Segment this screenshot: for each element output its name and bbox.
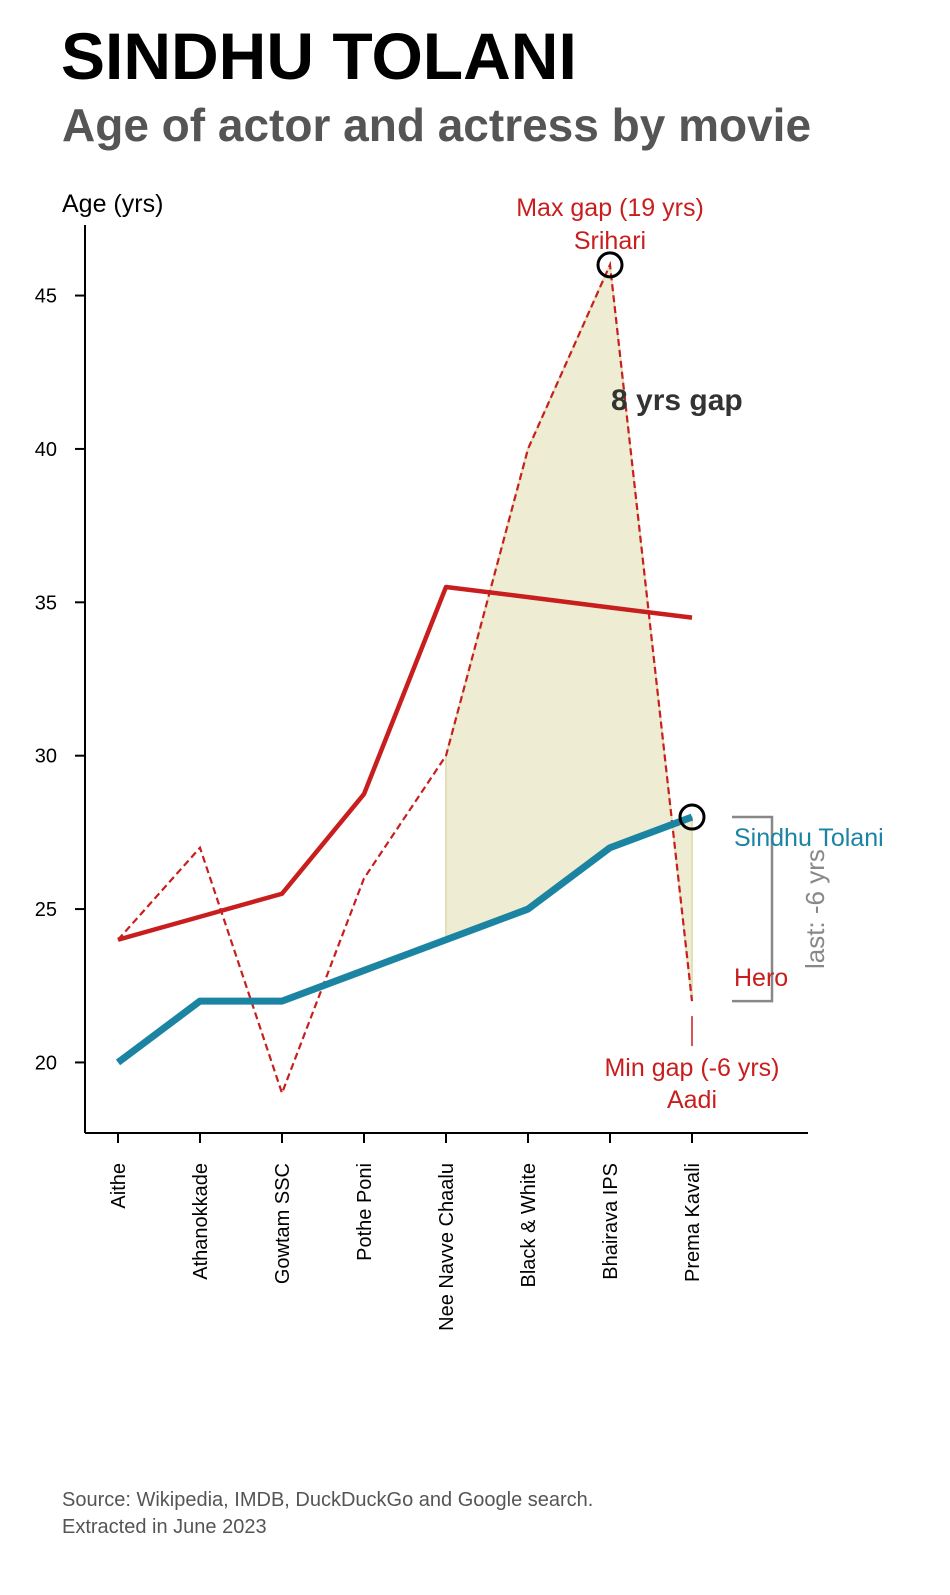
chart-title: SINDHU TOLANI (61, 19, 577, 93)
last-point-marker (678, 803, 706, 831)
min-gap-name: Aadi (667, 1086, 717, 1114)
y-tick-label: 45 (35, 286, 57, 308)
hero-age-line (117, 260, 694, 1097)
gap-area (445, 261, 693, 1002)
avg-gap-label: 8 yrs gap (611, 384, 743, 417)
annotations: Max gap (19 yrs) Srihari Min gap (-6 yrs) A… (516, 194, 883, 1114)
max-gap-marker (596, 251, 624, 279)
source-line-2: Extracted in June 2023 (62, 1516, 267, 1538)
y-tick-label: 35 (35, 592, 57, 614)
x-tick-label: Athanokkade (190, 1163, 212, 1280)
x-tick-label: Bhairava IPS (600, 1163, 622, 1280)
x-tick-label: Pothe Poni (354, 1163, 376, 1261)
last-gap-label: last: -6 yrs (800, 849, 830, 969)
min-gap-label: Min gap (-6 yrs) (604, 1054, 779, 1082)
source-note: Source: Wikipedia, IMDB, DuckDuckGo and … (62, 1487, 593, 1541)
series-lines (115, 260, 694, 1097)
max-gap-label: Max gap (19 yrs) (516, 194, 704, 222)
last-gap-bracket (732, 815, 774, 1003)
y-tick-label: 20 (35, 1052, 57, 1074)
hero-trend-line (117, 584, 693, 942)
y-tick-label: 30 (35, 746, 57, 768)
actress-series-label: Sindhu Tolani (734, 824, 884, 852)
x-tick-label: Gowtam SSC (272, 1163, 294, 1284)
y-axis-label: Age (yrs) (62, 190, 163, 218)
chart-subtitle: Age of actor and actress by movie (62, 99, 812, 151)
x-tick-label: Prema Kavali (682, 1163, 704, 1282)
x-tick-label: Black & White (518, 1163, 540, 1287)
y-tick-label: 25 (35, 899, 57, 921)
axes: 20 25 30 35 40 45 Age (yrs) Aithe Athanokkade Gow… (35, 190, 808, 1331)
source-line-1: Source: Wikipedia, IMDB, DuckDuckGo and … (62, 1489, 594, 1511)
x-tick-label: Aithe (108, 1163, 130, 1209)
actress-age-line (115, 813, 694, 1066)
max-gap-name: Srihari (574, 227, 646, 255)
gap-fill-layer (445, 261, 693, 1002)
hero-series-label: Hero (734, 964, 788, 992)
y-tick-label: 40 (35, 439, 57, 461)
x-tick-label: Nee Navve Chaalu (436, 1163, 458, 1331)
